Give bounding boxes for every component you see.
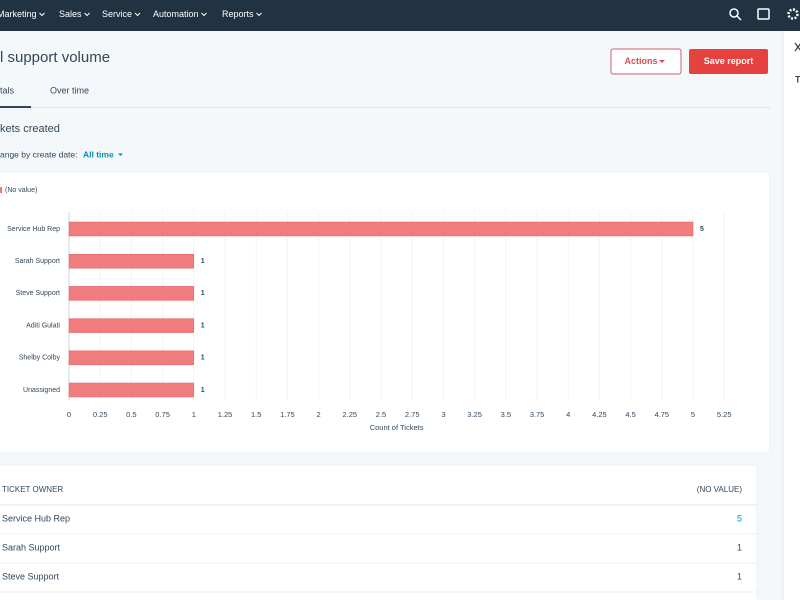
- tab[interactable]: tals: [0, 85, 15, 95]
- side-panel-title: T: [795, 74, 800, 84]
- x-tick-label: 1.5: [251, 410, 261, 419]
- legend-marker: [0, 187, 2, 193]
- x-tick-label: 2.5: [376, 410, 386, 419]
- x-tick-label: 4.25: [592, 410, 607, 419]
- table: TICKET OWNER (NO VALUE) Service Hub Rep 5 Sa…: [0, 485, 757, 593]
- row-value: 1: [737, 571, 742, 581]
- x-tick-label: 1.25: [218, 410, 233, 419]
- bar: [68, 318, 195, 333]
- x-tick-label: 4: [566, 410, 570, 419]
- save-button-label: Save report: [704, 56, 754, 66]
- row-label: Sarah Support: [2, 542, 61, 552]
- row-label: Steve Support: [2, 571, 60, 581]
- x-tick-label: 3.25: [467, 410, 482, 419]
- bar: [68, 221, 694, 237]
- close-icon[interactable]: [794, 42, 800, 52]
- y-tick-label: Aditi Gulati: [26, 322, 60, 329]
- x-tick-label: 3.5: [501, 410, 511, 419]
- x-tick-label: 2: [317, 410, 321, 419]
- side-panel: [783, 31, 800, 600]
- x-tick-label: 2.75: [405, 410, 420, 419]
- table-card: [0, 464, 758, 600]
- actions-button[interactable]: [610, 48, 682, 75]
- value-label: 1: [201, 258, 205, 265]
- row-value: 1: [737, 542, 742, 552]
- x-tick-label: 1.75: [280, 410, 295, 419]
- nav-caret: [256, 12, 262, 17]
- y-tick-label: Service Hub Rep: [7, 226, 60, 233]
- value-label: 5: [700, 226, 704, 233]
- filter-value[interactable]: All time: [83, 149, 114, 159]
- value-label: 1: [201, 387, 205, 394]
- nav-caret: [39, 12, 45, 17]
- x-tick-label: 4.5: [625, 410, 635, 419]
- y-tick-label: Steve Support: [16, 290, 60, 297]
- value-label: 1: [201, 355, 205, 362]
- x-tick-label: 4.75: [654, 410, 669, 419]
- bar: [68, 350, 195, 366]
- filter-label: ange by create date:: [0, 149, 78, 159]
- y-tick-label: Sarah Support: [15, 258, 60, 265]
- nav-item[interactable]: Reports: [222, 9, 254, 19]
- y-tick-label: Unassigned: [23, 387, 60, 394]
- bar: [68, 253, 195, 269]
- nav-caret: [84, 12, 90, 17]
- nav-items: Marketing Sales Service Automation Reports: [0, 9, 262, 19]
- x-tick-label: 0.5: [126, 410, 136, 419]
- x-tick-label: 0.75: [155, 410, 170, 419]
- actions-button-label: Actions: [624, 56, 657, 66]
- save-button[interactable]: [689, 49, 768, 74]
- nav-item[interactable]: Sales: [59, 9, 82, 19]
- tab[interactable]: Over time: [50, 85, 89, 95]
- top-nav: [0, 0, 800, 31]
- bar: [68, 382, 195, 398]
- chart: (No value) 0 0.25 0.5 0.75 1 1.25 1.5 1.75 2 2.25 2…: [0, 187, 732, 432]
- nav-item[interactable]: Marketing: [0, 9, 37, 19]
- nav-item[interactable]: Automation: [153, 9, 199, 19]
- search-icon[interactable]: [729, 8, 742, 21]
- value-label: 1: [201, 290, 205, 297]
- page-title: l support volume: [0, 49, 110, 66]
- x-tick-label: 5: [691, 410, 695, 419]
- chart-card: [0, 171, 771, 454]
- search-icon-lens: [729, 8, 739, 18]
- bar: [68, 286, 195, 301]
- x-tick-label: 5.25: [717, 410, 732, 419]
- column-header: (NO VALUE): [697, 485, 743, 494]
- nav-caret: [201, 12, 207, 17]
- actions-caret: [659, 60, 665, 63]
- filter-caret: [118, 153, 123, 156]
- row-value[interactable]: 5: [737, 513, 742, 523]
- column-header: TICKET OWNER: [2, 485, 63, 494]
- search-icon-handle: [736, 15, 742, 21]
- x-tick-label: 3.75: [530, 410, 545, 419]
- x-tick-label: 2.25: [342, 410, 357, 419]
- nav-item[interactable]: Service: [102, 9, 132, 19]
- legend-label: (No value): [5, 187, 37, 194]
- settings-icon[interactable]: [787, 8, 799, 20]
- value-label: 1: [201, 322, 205, 329]
- x-tick-label: 3: [441, 410, 445, 419]
- nav-caret: [134, 12, 141, 17]
- marketplace-icon[interactable]: [757, 8, 770, 20]
- report-subtitle: kets created: [0, 123, 60, 135]
- x-tick-label: 0: [67, 410, 71, 419]
- y-tick-label: Shelby Colby: [19, 355, 61, 362]
- x-tick-label: 1: [192, 410, 196, 419]
- x-tick-label: 0.25: [93, 410, 108, 419]
- row-label: Service Hub Rep: [2, 513, 70, 523]
- x-axis-label: Count of Tickets: [370, 423, 424, 432]
